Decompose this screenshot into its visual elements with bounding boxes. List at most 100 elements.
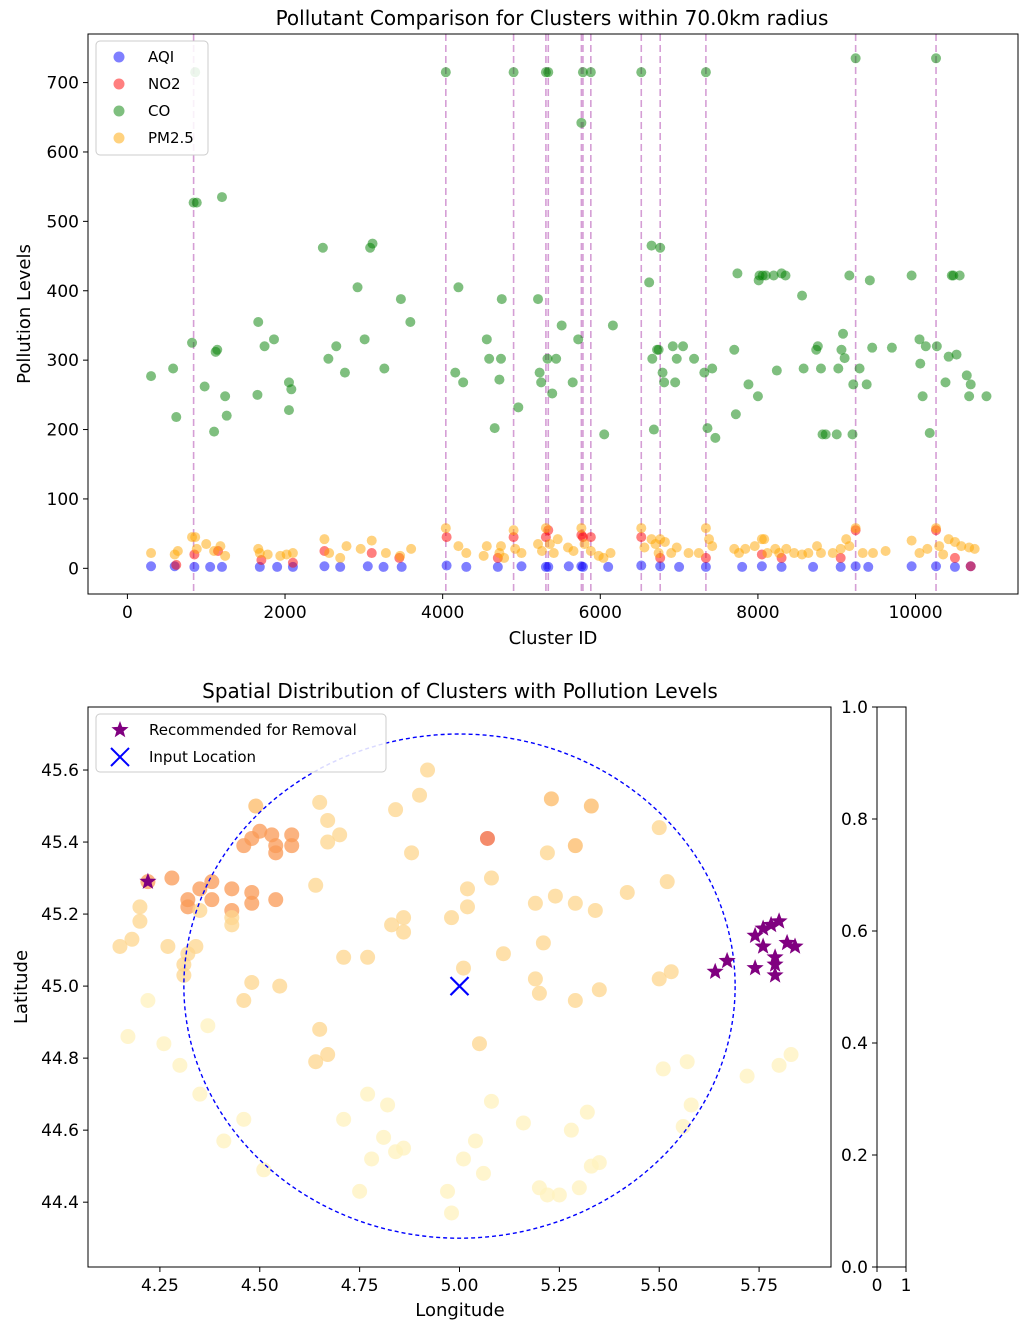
bottom-x-ticks: 4.25 4.50 4.75 5.00 5.25 5.50 5.75 [141, 1267, 778, 1296]
data-point [743, 379, 754, 390]
data-point [577, 561, 588, 572]
removal-star [718, 951, 736, 969]
cluster-point [224, 881, 240, 897]
data-point [378, 561, 389, 572]
data-point [287, 557, 298, 568]
data-point [931, 53, 942, 64]
data-point [172, 545, 183, 556]
cluster-point [172, 1057, 188, 1073]
data-point [380, 548, 391, 559]
y-tick-label: 100 [47, 490, 79, 510]
cluster-point [132, 913, 148, 929]
data-point [513, 402, 524, 413]
data-point [646, 240, 657, 251]
data-point [441, 560, 452, 571]
data-point [655, 242, 666, 253]
data-point [489, 423, 500, 434]
x-tick-label: 4.25 [141, 1276, 179, 1296]
cluster-point [527, 971, 543, 987]
data-point [508, 525, 519, 536]
top-y-axis-label: Pollution Levels [14, 244, 35, 384]
data-point [954, 270, 965, 281]
data-point [839, 353, 850, 364]
data-point [833, 363, 844, 374]
spatial-distribution-chart: Spatial Distribution of Clusters with Po… [11, 679, 911, 1321]
cluster-point [539, 1187, 555, 1203]
x-tick-label: 10000 [888, 603, 942, 623]
data-point [319, 561, 330, 572]
data-point [168, 363, 179, 374]
bottom-legend: Recommended for Removal Input Location [95, 713, 387, 773]
x-tick-label: 4.75 [341, 1276, 379, 1296]
series-aqi [146, 560, 976, 572]
data-point [922, 543, 933, 554]
data-point [286, 384, 297, 395]
data-point [653, 344, 664, 355]
data-point [931, 341, 942, 352]
data-point [965, 561, 976, 572]
cluster-point [268, 892, 284, 908]
data-point [653, 548, 664, 559]
cluster-point [120, 1029, 136, 1045]
data-point [835, 561, 846, 572]
cluster-point [308, 877, 324, 893]
data-point [831, 429, 842, 440]
data-point [674, 561, 685, 572]
data-point [707, 541, 718, 552]
data-point [366, 535, 377, 546]
y-tick-label: 0 [68, 559, 79, 579]
radius-circle [183, 733, 736, 1239]
data-point [931, 523, 942, 534]
data-point [683, 548, 694, 559]
data-point [756, 561, 767, 572]
data-point [552, 534, 563, 545]
cluster-point [495, 946, 511, 962]
data-point [495, 353, 506, 364]
data-point [209, 426, 220, 437]
data-point [667, 341, 678, 352]
data-point [759, 534, 770, 545]
data-point [636, 67, 647, 78]
data-point [573, 334, 584, 345]
y-tick-label: 45.0 [41, 977, 79, 997]
top-legend: AQI NO2 CO PM2.5 [95, 40, 209, 156]
cluster-point [619, 884, 635, 900]
data-point [262, 549, 273, 560]
data-point [671, 353, 682, 364]
data-point [844, 270, 855, 281]
cluster-point [440, 1183, 456, 1199]
y-tick-label: 44.6 [41, 1121, 79, 1141]
legend-pm25-label: PM2.5 [148, 129, 194, 147]
data-point [607, 320, 618, 331]
x-tick-label: 5.75 [740, 1276, 778, 1296]
cluster-point [531, 985, 547, 1001]
data-point [516, 548, 527, 559]
colorbar-y-tick-label: 0.6 [841, 922, 868, 942]
pollutant-comparison-chart: Pollutant Comparison for Clusters within… [14, 6, 1019, 649]
data-point [961, 370, 972, 381]
colorbar-y-tick-label: 0.8 [841, 810, 868, 830]
legend-pm25-marker [113, 132, 125, 144]
data-point [749, 541, 760, 552]
data-point [700, 67, 711, 78]
data-point [835, 543, 846, 554]
cluster-point [244, 974, 260, 990]
data-point [847, 429, 858, 440]
data-point [844, 541, 855, 552]
data-point [577, 67, 588, 78]
colorbar-y-tick-label: 0.4 [841, 1034, 868, 1054]
x-tick-label: 6000 [579, 603, 622, 623]
removal-star [746, 926, 764, 943]
cluster-point [244, 895, 260, 911]
cluster-point [651, 820, 667, 836]
cluster-point [455, 960, 471, 976]
data-point [220, 391, 231, 402]
removal-star [762, 915, 780, 933]
cluster-point [308, 1054, 324, 1070]
data-point [341, 541, 352, 552]
data-point [395, 294, 406, 305]
data-point [729, 344, 740, 355]
data-point [406, 543, 417, 554]
data-point [850, 561, 861, 572]
data-point [171, 412, 182, 423]
